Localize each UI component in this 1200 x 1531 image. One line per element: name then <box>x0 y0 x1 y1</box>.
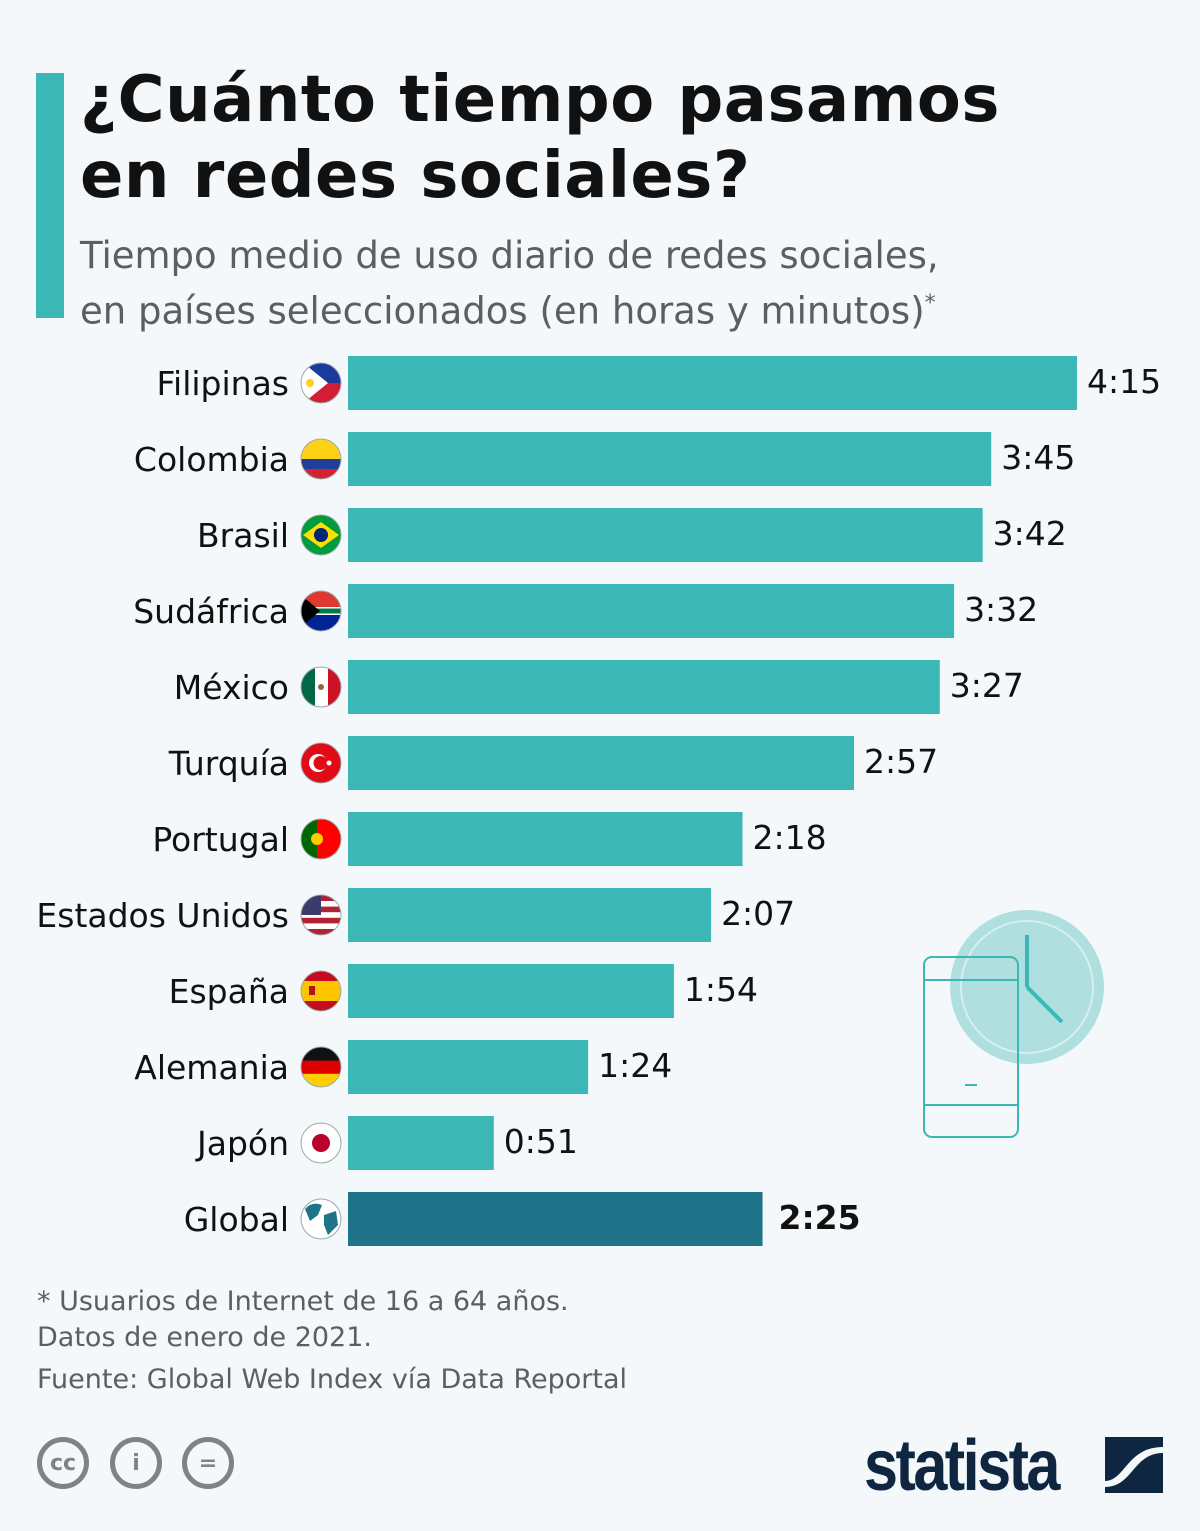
value-label: 1:54 <box>684 970 758 1009</box>
flag-germany-icon <box>300 1046 342 1088</box>
bar-6 <box>348 736 855 790</box>
category-label: Sudáfrica <box>133 592 289 631</box>
bar-10 <box>348 1040 589 1094</box>
bar-7 <box>348 812 743 866</box>
subtitle-line-1: Tiempo medio de uso diario de redes soci… <box>80 234 939 277</box>
flag-south-africa-icon <box>300 590 342 632</box>
category-label: Japón <box>195 1124 289 1163</box>
category-label: Global <box>184 1200 289 1239</box>
flag-turkey-icon <box>300 742 342 784</box>
statista-logo-mark <box>1105 1437 1163 1493</box>
category-label: Turquía <box>168 744 289 783</box>
value-label: 2:57 <box>864 742 938 781</box>
bar-12 <box>348 1192 763 1246</box>
value-label: 3:42 <box>993 514 1067 553</box>
page-title: ¿Cuánto tiempo pasamos en redes sociales… <box>80 62 1000 214</box>
value-label: 2:07 <box>721 894 795 933</box>
bar-9 <box>348 964 674 1018</box>
attribution-icon[interactable]: i <box>110 1437 162 1489</box>
logo-text: statista <box>864 1426 1060 1506</box>
statista-logo[interactable]: statista <box>864 1425 1060 1507</box>
bar-11 <box>348 1116 494 1170</box>
flag-mexico-icon <box>300 666 342 708</box>
category-label: Filipinas <box>156 364 289 403</box>
flag-portugal-icon <box>300 818 342 860</box>
category-label: Portugal <box>152 820 289 859</box>
accent-bar <box>36 73 64 318</box>
clock-phone-illustration <box>923 910 1104 1138</box>
asterisk: * <box>924 291 936 316</box>
title-line-1: ¿Cuánto tiempo pasamos <box>80 63 1000 137</box>
footnote: * Usuarios de Internet de 16 a 64 años. <box>37 1286 569 1317</box>
title-line-2: en redes sociales? <box>80 139 751 213</box>
flag-brazil-icon <box>300 514 342 556</box>
category-label: Brasil <box>197 516 289 555</box>
category-label: Colombia <box>134 440 289 479</box>
bar-5 <box>348 660 940 714</box>
bar-3 <box>348 508 983 562</box>
subtitle: Tiempo medio de uso diario de redes soci… <box>80 232 939 335</box>
value-label: 4:15 <box>1087 362 1161 401</box>
value-label: 3:27 <box>950 666 1024 705</box>
no-derivatives-icon[interactable]: = <box>182 1437 234 1489</box>
cc-license-icon[interactable]: cc <box>37 1437 89 1489</box>
bar-1 <box>348 356 1077 410</box>
flag-philippines-icon <box>300 362 342 404</box>
category-label: Alemania <box>134 1048 289 1087</box>
value-label: 1:24 <box>598 1046 672 1085</box>
value-label: 0:51 <box>504 1122 578 1161</box>
globe-icon <box>300 1198 342 1240</box>
value-label: 2:25 <box>779 1198 861 1237</box>
flag-colombia-icon <box>300 438 342 480</box>
bar-2 <box>348 432 992 486</box>
category-label: Estados Unidos <box>36 896 289 935</box>
flag-usa-icon <box>300 894 342 936</box>
category-label: España <box>169 972 289 1011</box>
subtitle-line-2: en países seleccionados (en horas y minu… <box>80 289 925 333</box>
flag-japan-icon <box>300 1122 342 1164</box>
source-note: Fuente: Global Web Index vía Data Report… <box>37 1364 628 1395</box>
bar-4 <box>348 584 955 638</box>
value-label: 3:45 <box>1001 438 1075 477</box>
value-label: 3:32 <box>964 590 1038 629</box>
value-label: 2:18 <box>753 818 827 857</box>
category-label: México <box>174 668 289 707</box>
bar-8 <box>348 888 712 942</box>
cc-text: cc <box>49 1450 77 1476</box>
data-date-note: Datos de enero de 2021. <box>37 1322 372 1353</box>
flag-spain-icon <box>300 970 342 1012</box>
